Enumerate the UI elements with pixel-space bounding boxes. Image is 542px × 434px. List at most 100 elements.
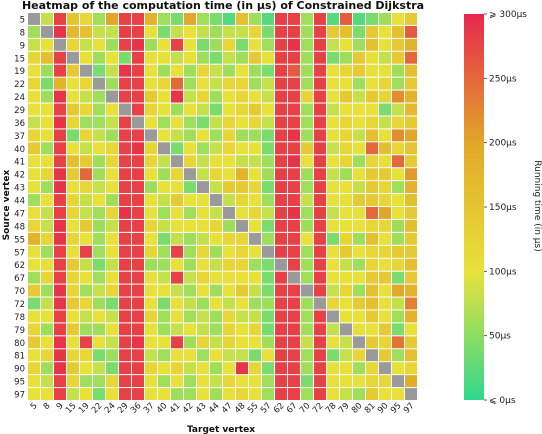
heatmap-cell <box>379 258 391 271</box>
heatmap-cell <box>119 245 131 258</box>
heatmap-cell <box>249 90 261 103</box>
heatmap-cell <box>275 375 287 388</box>
heatmap-cell <box>28 25 40 38</box>
heatmap-cell <box>132 90 144 103</box>
heatmap-cell <box>262 181 274 194</box>
heatmap-cell <box>405 245 417 258</box>
heatmap-cell <box>262 77 274 90</box>
heatmap-cell <box>379 13 391 25</box>
heatmap-cell <box>106 194 118 206</box>
heatmap-cell <box>67 362 79 375</box>
heatmap-cell <box>158 142 170 155</box>
heatmap-cell <box>340 284 352 297</box>
heatmap-cell <box>158 219 170 232</box>
heatmap-cell <box>210 310 222 323</box>
heatmap-cell <box>288 129 300 142</box>
heatmap-cell <box>80 219 92 232</box>
heatmap-cell <box>171 181 183 194</box>
heatmap-cell <box>132 349 144 362</box>
heatmap-cell <box>54 155 66 168</box>
heatmap-cell <box>171 194 183 206</box>
heatmap-cell <box>379 207 391 219</box>
heatmap-cell <box>249 168 261 181</box>
heatmap-cell <box>119 349 131 362</box>
heatmap-cell <box>275 13 287 25</box>
heatmap-cell <box>288 271 300 284</box>
heatmap-cell <box>301 116 313 129</box>
heatmap-cell <box>405 181 417 194</box>
heatmap-cell <box>301 219 313 232</box>
heatmap-cell <box>197 258 209 271</box>
heatmap-cell <box>184 219 196 232</box>
heatmap-cell <box>80 232 92 245</box>
heatmap-cell <box>249 271 261 284</box>
heatmap-cell <box>366 245 378 258</box>
heatmap-cell <box>223 142 235 155</box>
heatmap-cell <box>93 375 105 388</box>
heatmap-cell <box>119 64 131 77</box>
heatmap-cell <box>171 90 183 103</box>
heatmap-cell <box>223 25 235 38</box>
heatmap-cell <box>54 103 66 116</box>
heatmap-cell <box>262 310 274 323</box>
heatmap-cell <box>353 207 365 219</box>
heatmap-cell <box>366 349 378 362</box>
heatmap-cell <box>275 258 287 271</box>
heatmap-cell <box>236 375 248 388</box>
heatmap-cell <box>366 207 378 219</box>
y-tick-label: 8 <box>20 28 25 38</box>
heatmap-cell <box>210 38 222 51</box>
heatmap-cell <box>28 297 40 310</box>
heatmap-cell <box>327 90 339 103</box>
heatmap-cell <box>353 103 365 116</box>
heatmap-cell <box>197 245 209 258</box>
heatmap-cell <box>158 64 170 77</box>
heatmap-cell <box>28 64 40 77</box>
y-tick-label: 19 <box>14 67 25 77</box>
heatmap-cell <box>132 25 144 38</box>
heatmap-cell <box>392 271 404 284</box>
heatmap-cell <box>314 116 326 129</box>
heatmap-cell <box>288 362 300 375</box>
heatmap-cell <box>67 13 79 25</box>
heatmap-cell <box>184 245 196 258</box>
heatmap-cell <box>379 297 391 310</box>
heatmap-cell <box>171 168 183 181</box>
heatmap-cell <box>119 258 131 271</box>
heatmap-cell <box>340 129 352 142</box>
heatmap-cell <box>236 77 248 90</box>
heatmap-cell <box>236 155 248 168</box>
y-tick-label: 40 <box>14 145 25 155</box>
heatmap-cell <box>145 25 157 38</box>
heatmap-cell <box>262 271 274 284</box>
heatmap-cell <box>223 284 235 297</box>
heatmap-cell <box>106 90 118 103</box>
heatmap-cell <box>314 207 326 219</box>
heatmap-cell <box>405 349 417 362</box>
heatmap-cell <box>327 194 339 206</box>
heatmap-cell <box>119 271 131 284</box>
heatmap-cell <box>80 310 92 323</box>
heatmap-cell <box>353 13 365 25</box>
heatmap-cell <box>275 90 287 103</box>
heatmap-cell <box>158 51 170 64</box>
heatmap-cell <box>54 142 66 155</box>
heatmap-cell <box>223 155 235 168</box>
heatmap-cell <box>262 25 274 38</box>
heatmap-cell <box>132 388 144 400</box>
heatmap-cell <box>327 155 339 168</box>
heatmap-cell <box>54 207 66 219</box>
heatmap-cell <box>67 181 79 194</box>
heatmap-cell <box>106 388 118 400</box>
heatmap-cell <box>54 64 66 77</box>
heatmap-cell <box>171 103 183 116</box>
heatmap-cell <box>158 116 170 129</box>
heatmap-cell <box>54 349 66 362</box>
heatmap-cell <box>80 51 92 64</box>
heatmap-cell <box>106 64 118 77</box>
heatmap-cell <box>275 25 287 38</box>
heatmap-cell <box>366 38 378 51</box>
heatmap-cell <box>106 25 118 38</box>
heatmap-cell <box>171 232 183 245</box>
heatmap-cell <box>353 297 365 310</box>
